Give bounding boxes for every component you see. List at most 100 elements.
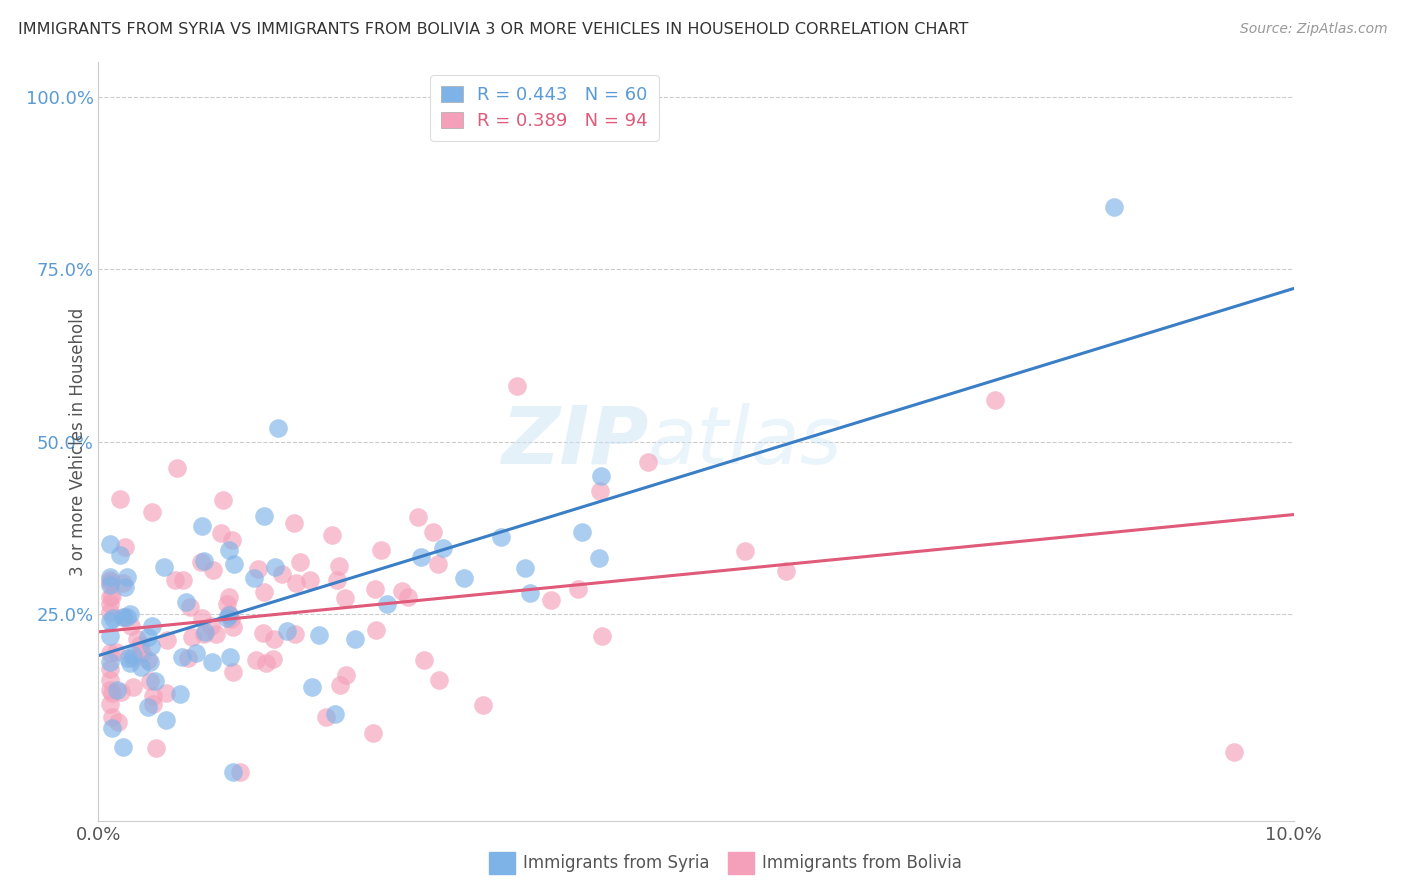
Point	[325, 707, 347, 722]
Point	[413, 653, 436, 667]
Text: ZIP: ZIP	[501, 402, 648, 481]
Point	[181, 630, 204, 644]
Point	[218, 542, 240, 557]
Point	[98, 629, 122, 643]
Point	[589, 484, 612, 499]
Point	[117, 570, 139, 584]
Point	[283, 516, 305, 531]
Point	[139, 674, 162, 689]
Point	[200, 619, 222, 633]
Point	[254, 656, 277, 670]
Point	[472, 698, 495, 713]
Point	[270, 567, 292, 582]
Point	[396, 590, 419, 604]
Point	[114, 540, 136, 554]
Point	[267, 421, 290, 435]
Point	[432, 541, 454, 555]
Point	[308, 628, 330, 642]
Point	[298, 574, 321, 588]
Point	[111, 575, 134, 590]
Point	[284, 627, 307, 641]
Point	[136, 653, 159, 667]
Point	[98, 597, 122, 611]
Point	[142, 689, 165, 703]
Point	[201, 655, 224, 669]
Point	[110, 685, 132, 699]
Point	[370, 543, 392, 558]
Point	[118, 656, 141, 670]
Point	[98, 570, 122, 584]
Point	[506, 379, 529, 393]
Point	[411, 549, 433, 564]
Point	[139, 655, 162, 669]
Point	[243, 571, 266, 585]
Point	[98, 605, 122, 619]
Point	[253, 508, 276, 523]
Point	[111, 740, 134, 755]
Point	[117, 650, 139, 665]
Point	[567, 582, 589, 596]
Point	[422, 524, 444, 539]
Point	[252, 626, 274, 640]
Point	[121, 651, 143, 665]
Point	[142, 698, 165, 712]
Point	[205, 627, 228, 641]
Point	[107, 714, 129, 729]
Point	[375, 597, 398, 611]
Point	[98, 697, 122, 711]
Point	[276, 624, 298, 638]
Point	[193, 627, 215, 641]
Point	[100, 590, 122, 604]
Point	[101, 709, 124, 723]
Point	[343, 632, 366, 647]
Point	[637, 455, 659, 469]
Point	[326, 574, 349, 588]
Point	[179, 599, 201, 614]
Point	[101, 686, 124, 700]
Point	[215, 597, 238, 611]
Point	[120, 607, 142, 622]
Point	[218, 590, 240, 604]
Point	[775, 564, 797, 578]
Point	[169, 687, 191, 701]
Point	[262, 652, 284, 666]
Point	[222, 619, 245, 633]
Point	[121, 648, 143, 663]
Point	[571, 524, 593, 539]
Point	[513, 561, 536, 575]
Y-axis label: 3 or more Vehicles in Household: 3 or more Vehicles in Household	[69, 308, 87, 575]
Point	[218, 607, 240, 622]
Point	[177, 651, 200, 665]
Point	[366, 624, 388, 638]
Point	[427, 558, 450, 572]
Point	[98, 673, 122, 687]
Point	[112, 610, 135, 624]
Point	[315, 710, 337, 724]
Point	[98, 662, 122, 676]
Point	[98, 577, 122, 591]
Point	[191, 611, 214, 625]
Point	[153, 560, 176, 574]
Point	[453, 571, 475, 585]
Point	[141, 505, 163, 519]
Point	[145, 741, 167, 756]
Point	[201, 563, 224, 577]
Point	[591, 629, 613, 643]
Point	[321, 527, 343, 541]
Text: Immigrants from Bolivia: Immigrants from Bolivia	[762, 855, 962, 872]
Point	[246, 562, 269, 576]
Point	[100, 721, 122, 735]
Point	[98, 537, 122, 551]
Point	[115, 610, 138, 624]
Point	[284, 576, 307, 591]
Point	[264, 560, 287, 574]
Point	[136, 630, 159, 644]
Point	[329, 678, 352, 692]
Point	[489, 530, 512, 544]
Point	[734, 544, 756, 558]
Point	[190, 556, 212, 570]
Point	[121, 680, 143, 694]
Point	[98, 590, 122, 604]
Point	[98, 574, 122, 589]
Point	[301, 680, 323, 694]
